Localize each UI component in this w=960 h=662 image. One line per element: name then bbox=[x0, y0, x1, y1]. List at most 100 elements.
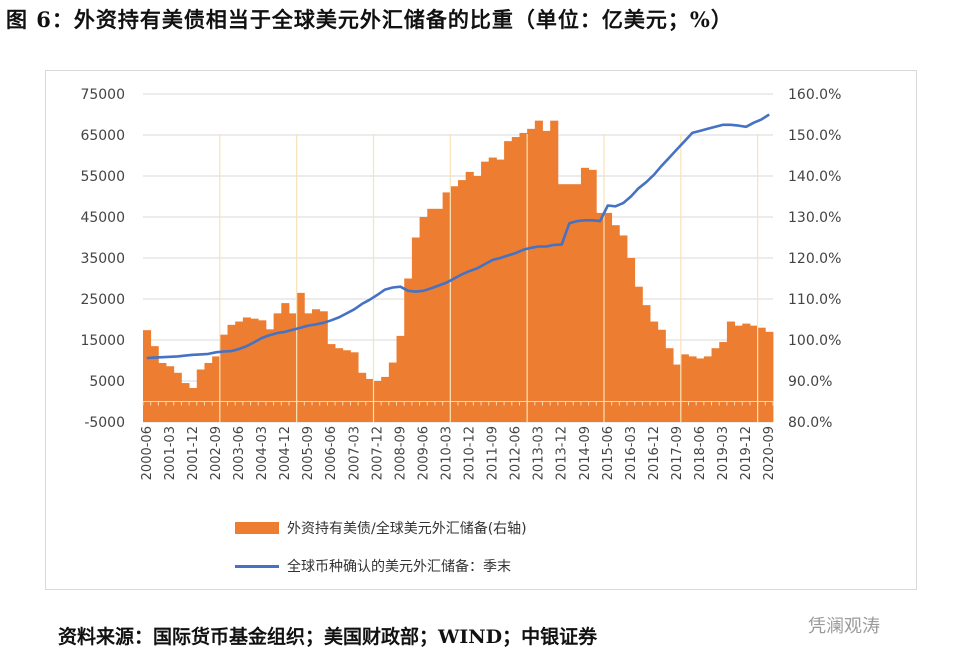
right-axis-tick-label: 80.0% bbox=[788, 415, 832, 431]
bar bbox=[757, 327, 766, 422]
bar bbox=[596, 212, 605, 422]
bar bbox=[627, 258, 636, 422]
x-axis-tick-label: 2003-06 bbox=[232, 426, 247, 480]
bar bbox=[458, 180, 467, 422]
bar bbox=[434, 208, 444, 422]
legend-item-bars: 外资持有美债/全球美元外汇储备(右轴) bbox=[235, 518, 527, 538]
bar bbox=[427, 208, 436, 422]
bar bbox=[150, 346, 159, 422]
bar bbox=[288, 313, 298, 422]
bar bbox=[327, 344, 336, 422]
right-axis-tick-label: 100.0% bbox=[788, 333, 841, 349]
series-line bbox=[146, 113, 770, 360]
bar bbox=[734, 325, 743, 422]
x-axis-tick-label: 2013-03 bbox=[532, 426, 547, 480]
chart-frame bbox=[45, 70, 917, 590]
left-axis-tick-label: 55000 bbox=[80, 169, 125, 185]
right-axis-tick-label: 150.0% bbox=[788, 128, 841, 144]
bar bbox=[688, 356, 697, 422]
left-axis-tick-label: 75000 bbox=[80, 87, 125, 103]
bar bbox=[642, 305, 651, 422]
x-axis-tick-label: 2016-12 bbox=[647, 426, 662, 480]
bar bbox=[250, 318, 259, 422]
right-axis-tick-label: 130.0% bbox=[788, 210, 841, 226]
bar bbox=[496, 159, 505, 422]
bar bbox=[673, 364, 682, 422]
bar bbox=[281, 303, 290, 422]
bar bbox=[765, 331, 774, 422]
x-axis-tick-label: 2018-06 bbox=[693, 426, 708, 480]
bar bbox=[173, 372, 182, 422]
x-axis-tick-label: 2012-06 bbox=[509, 426, 524, 480]
bar bbox=[481, 161, 490, 422]
bar bbox=[749, 325, 759, 422]
bar bbox=[488, 157, 497, 423]
bar bbox=[196, 369, 205, 422]
x-axis-tick-label: 2010-12 bbox=[463, 426, 478, 480]
chart-plot: 75000 160.0% 65000 150.0% 55000 140.0% 45000 13… bbox=[80, 87, 841, 480]
bar bbox=[550, 120, 559, 423]
bar bbox=[227, 324, 236, 422]
left-axis-tick-label: 5000 bbox=[89, 374, 125, 390]
bar bbox=[242, 317, 251, 422]
bar bbox=[381, 376, 390, 422]
bar bbox=[603, 212, 613, 422]
bar bbox=[312, 309, 321, 422]
bar bbox=[350, 352, 359, 422]
bar bbox=[212, 356, 221, 422]
x-axis-tick-label: 2009-06 bbox=[416, 426, 431, 480]
bar bbox=[742, 323, 751, 422]
x-axis-tick-label: 2002-09 bbox=[209, 426, 224, 480]
bar bbox=[573, 184, 582, 422]
watermark: 凭澜观涛 bbox=[808, 616, 880, 637]
x-axis-tick-label: 2015-06 bbox=[601, 426, 616, 480]
x-axis-tick-label: 2007-12 bbox=[370, 426, 385, 480]
right-axis-tick-label: 90.0% bbox=[788, 374, 832, 390]
right-axis-tick-label: 120.0% bbox=[788, 251, 841, 267]
chart-title: 图 6：外资持有美债相当于全球美元外汇储备的比重（单位：亿美元；%） bbox=[6, 7, 733, 32]
x-axis-tick-label: 2000-06 bbox=[140, 426, 155, 480]
bar bbox=[265, 329, 275, 422]
x-axis-tick-label: 2006-06 bbox=[324, 426, 339, 480]
x-axis-tick-label: 2013-12 bbox=[555, 426, 570, 480]
bar bbox=[504, 141, 513, 422]
bar bbox=[565, 184, 574, 422]
bar bbox=[696, 358, 705, 422]
bar bbox=[358, 372, 367, 422]
bar bbox=[588, 169, 597, 422]
x-axis-tick-label: 2019-03 bbox=[716, 426, 731, 480]
bar bbox=[519, 132, 528, 422]
bar bbox=[273, 313, 282, 422]
x-axis-tick-label: 2004-12 bbox=[278, 426, 293, 480]
bar bbox=[657, 329, 666, 422]
bar bbox=[442, 192, 451, 422]
left-axis-tick-label: 65000 bbox=[80, 128, 125, 144]
bar bbox=[396, 335, 405, 422]
x-axis-tick-label: 2011-09 bbox=[486, 426, 501, 480]
bar bbox=[304, 313, 313, 422]
bar bbox=[181, 383, 190, 422]
bar bbox=[342, 350, 351, 422]
bar bbox=[534, 120, 543, 423]
bar bbox=[404, 278, 413, 422]
bar bbox=[719, 342, 728, 422]
legend-swatch-bars bbox=[235, 522, 279, 534]
x-axis-tick-label: 2019-12 bbox=[739, 426, 754, 480]
bar bbox=[619, 235, 628, 422]
bar bbox=[711, 348, 720, 422]
x-axis-tick-label: 2010-03 bbox=[439, 426, 454, 480]
bar bbox=[235, 321, 244, 422]
legend-label-bars: 外资持有美债/全球美元外汇储备(右轴) bbox=[287, 521, 527, 537]
x-axis-tick-label: 2001-03 bbox=[163, 426, 178, 480]
bar bbox=[219, 334, 228, 422]
x-axis-tick-label: 2014-09 bbox=[578, 426, 593, 480]
bar bbox=[634, 286, 643, 422]
legend-label-line: 全球币种确认的美元外汇储备：季末 bbox=[287, 559, 511, 575]
bar bbox=[143, 330, 152, 422]
x-axis-tick-label: 2007-03 bbox=[347, 426, 362, 480]
bar bbox=[473, 176, 482, 422]
bar bbox=[726, 321, 735, 422]
bar bbox=[680, 354, 689, 422]
bar bbox=[388, 362, 397, 422]
bar bbox=[335, 348, 344, 422]
